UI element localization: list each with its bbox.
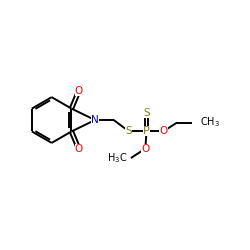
Text: O: O <box>75 86 83 96</box>
Text: S: S <box>143 108 150 118</box>
Text: P: P <box>143 126 150 136</box>
Text: O: O <box>75 144 83 154</box>
Text: O: O <box>141 144 150 154</box>
Text: O: O <box>159 126 168 136</box>
Text: CH$_3$: CH$_3$ <box>200 116 220 130</box>
Text: S: S <box>125 126 132 136</box>
Text: H$_3$C: H$_3$C <box>107 151 127 165</box>
Text: N: N <box>91 115 99 125</box>
